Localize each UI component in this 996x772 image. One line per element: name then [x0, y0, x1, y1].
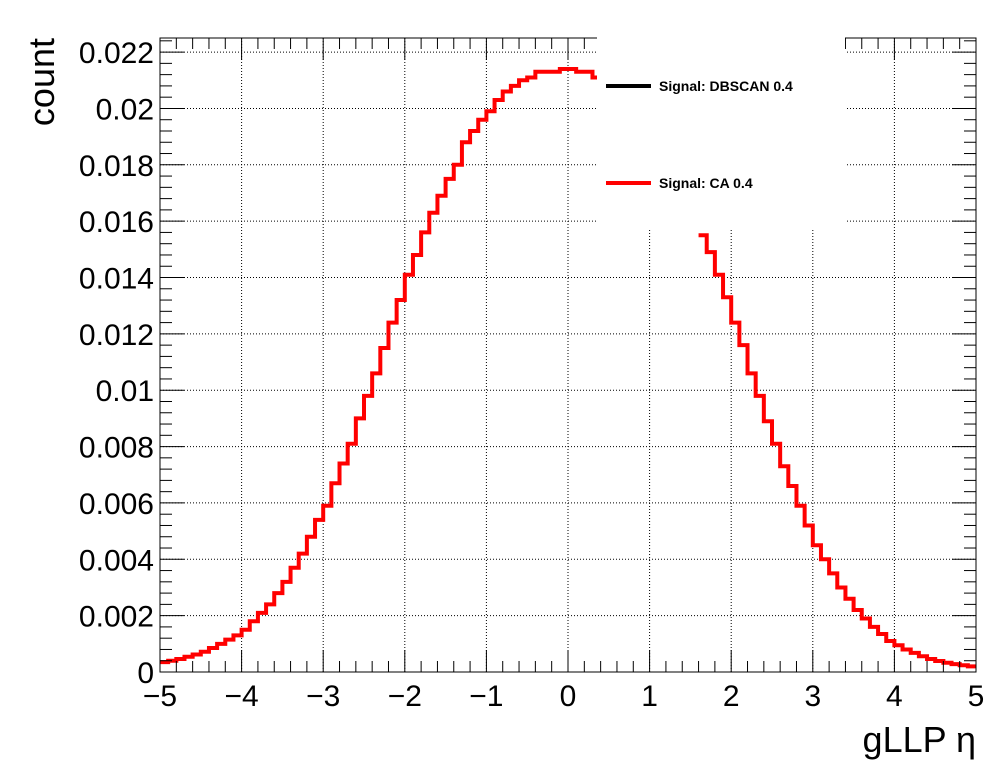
y-tick-label: 0.002 [79, 601, 154, 634]
series-line-ca [698, 233, 976, 669]
x-tick-labels: −5 −4 −3 −2 −1 0 1 2 3 4 5 [143, 680, 984, 713]
x-tick-label: −3 [306, 680, 340, 713]
y-tick-label: 0.006 [79, 488, 154, 521]
y-tick-label: 0 [137, 657, 154, 690]
legend-box [597, 30, 845, 230]
x-tick-label: 4 [886, 680, 903, 713]
x-tick-label: 3 [804, 680, 821, 713]
y-tick-label: 0.008 [79, 432, 154, 465]
x-tick-label: −1 [469, 680, 503, 713]
y-tick-label: 0.018 [79, 150, 154, 183]
x-tick-label: 5 [968, 680, 985, 713]
y-tick-label: 0.02 [96, 93, 154, 126]
legend: Signal: DBSCAN 0.4 Signal: CA 0.4 [597, 30, 845, 230]
x-axis-title: gLLP η [863, 719, 976, 760]
x-tick-label: 2 [723, 680, 740, 713]
x-tick-label: −5 [143, 680, 177, 713]
y-tick-label: 0.022 [79, 37, 154, 70]
y-tick-label: 0.004 [79, 544, 154, 577]
x-tick-label: 1 [641, 680, 658, 713]
y-tick-labels: 0 0.002 0.004 0.006 0.008 0.01 0.012 0.014 0.016… [79, 37, 154, 690]
y-tick-label: 0.016 [79, 206, 154, 239]
series-line-ca [160, 67, 601, 665]
series-layer [160, 67, 976, 669]
y-tick-label: 0.01 [96, 375, 154, 408]
y-axis-title: count [21, 38, 62, 126]
grid-lines [160, 38, 976, 672]
y-tick-label: 0.014 [79, 263, 154, 296]
legend-label: Signal: CA 0.4 [659, 175, 753, 191]
axis-ticks [159, 38, 977, 673]
plot-frame [159, 37, 977, 673]
y-tick-label: 0.012 [79, 319, 154, 352]
x-tick-label: 0 [560, 680, 577, 713]
x-tick-label: −2 [388, 680, 422, 713]
x-tick-label: −4 [224, 680, 258, 713]
legend-label: Signal: DBSCAN 0.4 [659, 78, 793, 94]
